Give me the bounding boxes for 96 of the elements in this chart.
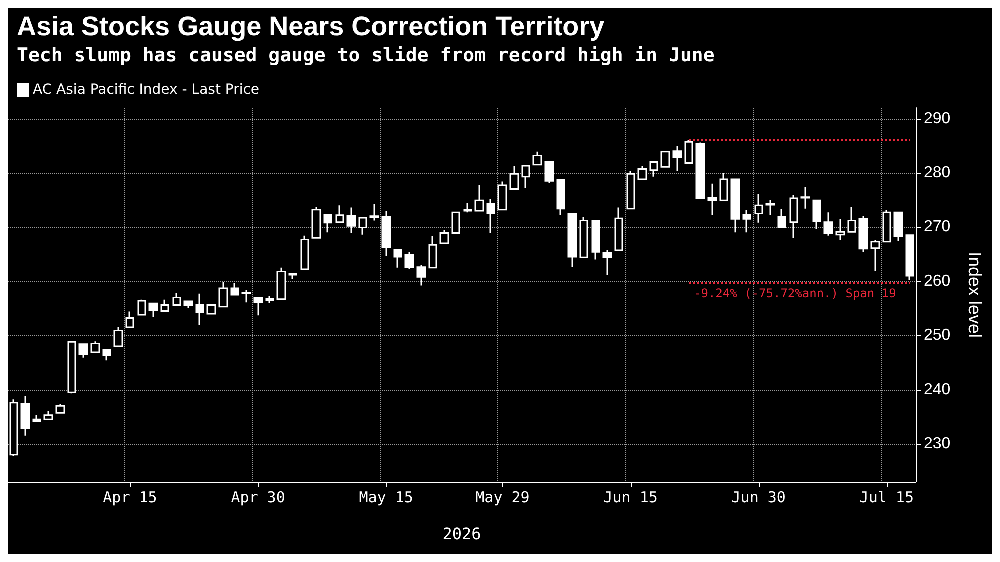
x-tick-label: Jul 15 xyxy=(860,488,914,506)
candlestick xyxy=(90,340,100,354)
candlestick xyxy=(730,178,740,234)
candlestick xyxy=(580,216,588,259)
candlestick xyxy=(102,348,112,362)
y-tick-label: 270 xyxy=(924,218,951,236)
candlestick xyxy=(894,211,904,242)
chart-title: Asia Stocks Gauge Nears Correction Territory xyxy=(17,12,605,42)
candlestick xyxy=(206,304,216,315)
candlestick xyxy=(684,140,694,166)
candlestick xyxy=(742,210,752,234)
candlestick xyxy=(720,172,728,202)
x-tick-label: Jun 30 xyxy=(732,488,786,506)
candlestick xyxy=(266,295,274,304)
candlestick xyxy=(44,410,54,421)
candlestick xyxy=(288,273,298,280)
candlestick xyxy=(324,213,332,234)
candlestick xyxy=(696,142,706,200)
candlestick xyxy=(370,204,380,222)
candlestick xyxy=(126,311,134,329)
candlestick xyxy=(474,184,484,212)
candlestick xyxy=(824,212,834,237)
candlestick xyxy=(404,251,414,270)
candlestick xyxy=(882,210,892,244)
candlestick xyxy=(532,151,542,166)
candlestick xyxy=(498,180,508,212)
candlestick xyxy=(394,248,402,269)
candlestick xyxy=(346,206,356,234)
candlestick xyxy=(848,206,856,234)
candlestick xyxy=(790,194,798,239)
candlestick xyxy=(778,208,786,230)
candlestick xyxy=(708,183,718,216)
candlestick xyxy=(510,165,520,191)
candlestick xyxy=(242,289,252,304)
candlestick xyxy=(160,299,170,313)
candlestick xyxy=(836,218,846,242)
candlestick xyxy=(172,292,182,307)
ref-line-label: -9.24% (-75.72%ann.) Span 19 xyxy=(694,286,896,301)
candlestick xyxy=(568,212,578,268)
candlestick xyxy=(452,211,460,234)
candlestick xyxy=(68,340,76,394)
candlestick xyxy=(614,206,624,252)
y-tick-label: 250 xyxy=(924,327,951,344)
y-tick-label: 260 xyxy=(924,272,951,290)
candlestick xyxy=(870,240,880,272)
candlestick xyxy=(32,414,42,423)
candlestick xyxy=(56,403,66,414)
candlestick xyxy=(184,300,194,309)
x-tick-label: Apr 15 xyxy=(103,488,158,506)
candlestick xyxy=(800,186,810,210)
candlestick xyxy=(486,198,496,234)
candlestick xyxy=(464,202,472,214)
candlestick xyxy=(416,264,426,287)
candlestick xyxy=(138,299,146,316)
candlestick xyxy=(230,282,240,296)
y-tick-label: 280 xyxy=(924,164,951,182)
candlestick xyxy=(602,250,612,276)
x-tick-label: May 29 xyxy=(476,488,530,506)
candlestick xyxy=(382,210,392,258)
candlestick xyxy=(114,326,124,348)
candlestick xyxy=(20,396,30,437)
candlestick xyxy=(148,302,158,318)
y-tick-label: 240 xyxy=(924,381,951,398)
x-tick-label: May 15 xyxy=(359,488,414,506)
candlestick xyxy=(276,267,286,301)
candlestick xyxy=(522,164,530,189)
y-tick-label: 290 xyxy=(924,110,951,128)
candlestick xyxy=(766,199,776,216)
candlestick xyxy=(626,170,636,210)
y-axis-title: Index level xyxy=(965,252,985,338)
candlestick xyxy=(254,296,264,316)
x-tick-label: Jun 15 xyxy=(604,488,658,506)
candlestick xyxy=(592,220,600,261)
candlestick xyxy=(660,150,670,168)
candlestick xyxy=(672,146,682,172)
candlestick xyxy=(440,230,450,245)
chart-subtitle: Tech slump has caused gauge to slide from record high in June xyxy=(17,44,715,66)
candlestick xyxy=(858,216,868,253)
candlestick xyxy=(312,206,322,240)
candlestick xyxy=(754,193,764,224)
candlestick xyxy=(196,293,204,326)
candlestick xyxy=(812,199,822,230)
x-axis-title: 2026 xyxy=(442,524,482,544)
candlestick xyxy=(650,160,658,178)
candlestick xyxy=(218,281,228,308)
y-tick-label: 230 xyxy=(924,436,951,453)
candlestick xyxy=(638,165,648,181)
candlestick xyxy=(544,160,554,184)
candlestick xyxy=(556,178,566,216)
candlestick xyxy=(428,236,438,270)
legend-label: AC Asia Pacific Index - Last Price xyxy=(33,82,260,98)
x-tick-label: Apr 30 xyxy=(231,488,286,506)
candlestick xyxy=(336,204,344,224)
candlestick xyxy=(78,344,88,359)
candlestick xyxy=(358,216,368,236)
candlestick xyxy=(300,235,310,271)
